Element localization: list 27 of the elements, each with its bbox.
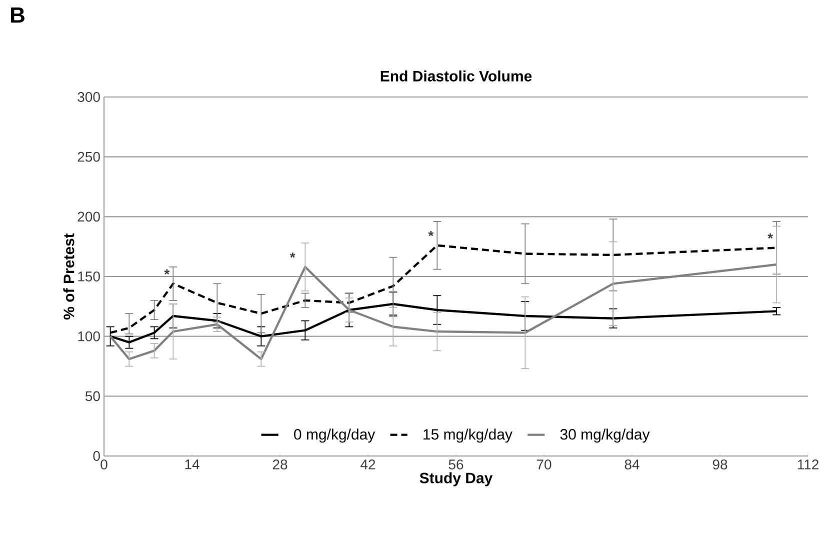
y-tick-label: 150 <box>78 272 100 282</box>
x-tick-label: 112 <box>798 460 818 470</box>
y-tick-label: 0 <box>93 451 100 461</box>
x-tick-label: 98 <box>712 460 728 470</box>
y-tick-label: 50 <box>85 391 100 402</box>
x-tick-label: 42 <box>360 460 376 470</box>
annotation: * <box>768 233 774 239</box>
x-axis-title: Study Day <box>420 472 493 486</box>
annotation: * <box>164 269 170 274</box>
annotation: * <box>428 230 434 236</box>
x-tick-label: 84 <box>624 460 640 470</box>
y-tick-label: 200 <box>78 212 100 222</box>
y-tick-label: 300 <box>78 92 100 102</box>
chart-title: End Diastolic Volume <box>380 70 532 82</box>
x-tick-label: 56 <box>448 460 464 470</box>
y-tick-label: 100 <box>78 331 100 342</box>
legend-label: 0 mg/kg/day <box>294 428 376 443</box>
legend-label: 30 mg/kg/day <box>560 428 650 443</box>
annotation: * <box>290 252 296 258</box>
x-tick-label: 28 <box>272 460 288 470</box>
x-tick-label: 70 <box>536 460 552 470</box>
y-tick-label: 250 <box>78 152 100 162</box>
legend-label: 15 mg/kg/day <box>424 428 512 443</box>
y-axis-title: % of Pretest <box>63 233 74 320</box>
text: B <box>11 8 24 23</box>
x-tick-label: 14 <box>185 460 200 470</box>
x-tick-label: 0 <box>100 460 108 470</box>
